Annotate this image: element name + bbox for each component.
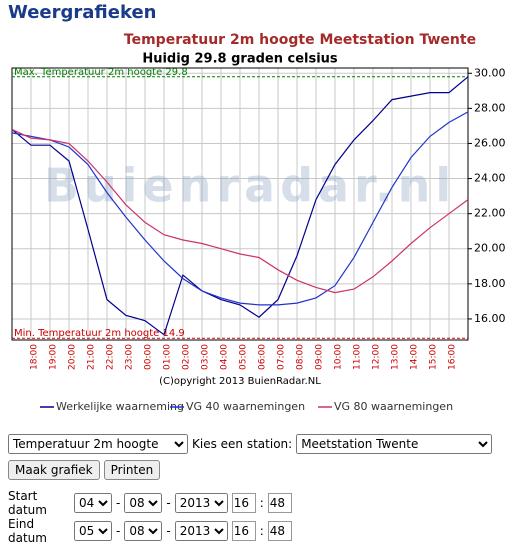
end-month[interactable]: 08 (124, 521, 163, 541)
x-tick-label: 08:00 (296, 344, 306, 370)
series-line (11, 111, 469, 306)
x-tick-label: 23:00 (125, 344, 135, 370)
copyright: (C)opyright 2013 BuienRadar.NL (159, 376, 321, 387)
x-tick-label: 02:00 (182, 344, 192, 370)
separator: : (259, 524, 264, 538)
legend-label: VG 80 waarnemingen (334, 400, 453, 413)
x-tick-label: 03:00 (201, 344, 211, 370)
station-label: Kies een station: (192, 437, 293, 451)
x-tick-label: 19:00 (49, 344, 59, 370)
y-tick-label: 18.00 (474, 277, 506, 290)
start-row: Start datum 04 - 08 - 2013 : (8, 489, 292, 517)
end-day[interactable]: 05 (74, 521, 112, 541)
x-tick-label: 20:00 (68, 344, 78, 370)
end-row: Eind datum 05 - 08 - 2013 : (8, 517, 292, 545)
y-tick-label: 30.00 (474, 66, 506, 79)
x-tick-label: 22:00 (106, 344, 116, 370)
watermark: Buienradar.nl (44, 159, 456, 213)
separator: - (166, 496, 171, 510)
separator: - (116, 496, 121, 510)
chart: Temperatuur 2m hoogte Meetstation Twente… (11, 32, 506, 413)
series-line (11, 128, 469, 294)
start-month[interactable]: 08 (124, 493, 163, 513)
series-line (11, 76, 469, 336)
page-title: Weergrafieken (8, 2, 157, 23)
x-tick-label: 04:00 (220, 344, 230, 370)
y-tick-label: 28.00 (474, 101, 506, 114)
y-tick-label: 26.00 (474, 136, 506, 149)
x-tick-label: 21:00 (87, 344, 97, 370)
end-minute[interactable] (267, 521, 292, 541)
start-year[interactable]: 2013 (174, 493, 228, 513)
legend-label: Werkelijke waarneming (56, 400, 184, 413)
x-tick-label: 06:00 (258, 344, 268, 370)
plot-frame (11, 67, 469, 341)
x-tick-label: 09:00 (315, 344, 325, 370)
x-tick-label: 01:00 (163, 344, 173, 370)
station-select[interactable]: Meetstation Twente (296, 434, 493, 454)
chart-title: Temperatuur 2m hoogte Meetstation Twente (124, 32, 476, 48)
x-tick-label: 16:00 (448, 344, 458, 370)
separator: - (116, 524, 121, 538)
parameter-row: Temperatuur 2m hoogte Kies een station: … (8, 434, 493, 454)
start-label: Start datum (8, 489, 47, 517)
reference-label: Min. Temperatuur 2m hoogte 14.9 (14, 328, 185, 339)
x-tick-label: 00:00 (144, 344, 154, 370)
reference-label: Max. Temperatuur 2m hoogte 29.8 (14, 67, 188, 78)
separator: - (166, 524, 171, 538)
button-row: Maak grafiek Printen (8, 460, 161, 480)
x-tick-label: 13:00 (391, 344, 401, 370)
x-tick-label: 07:00 (277, 344, 287, 370)
y-tick-label: 22.00 (474, 207, 506, 220)
parameter-select[interactable]: Temperatuur 2m hoogte (8, 434, 188, 454)
separator: : (259, 496, 264, 510)
x-tick-label: 15:00 (429, 344, 439, 370)
chart-subtitle: Huidig 29.8 graden celsius (142, 52, 338, 67)
legend-label: VG 40 waarnemingen (186, 400, 305, 413)
end-year[interactable]: 2013 (174, 521, 228, 541)
x-tick-label: 10:00 (334, 344, 344, 370)
end-hour[interactable] (231, 521, 256, 541)
print-button[interactable]: Printen (103, 460, 161, 480)
start-day[interactable]: 04 (74, 493, 112, 513)
make-chart-button[interactable]: Maak grafiek (8, 460, 100, 480)
x-tick-label: 18:00 (30, 344, 40, 370)
x-tick-label: 05:00 (239, 344, 249, 370)
y-tick-label: 20.00 (474, 242, 506, 255)
x-tick-label: 11:00 (353, 344, 363, 370)
x-tick-label: 14:00 (410, 344, 420, 370)
start-minute[interactable] (267, 493, 292, 513)
start-hour[interactable] (231, 493, 256, 513)
y-tick-label: 16.00 (474, 312, 506, 325)
x-tick-label: 12:00 (372, 344, 382, 370)
y-tick-label: 24.00 (474, 172, 506, 185)
